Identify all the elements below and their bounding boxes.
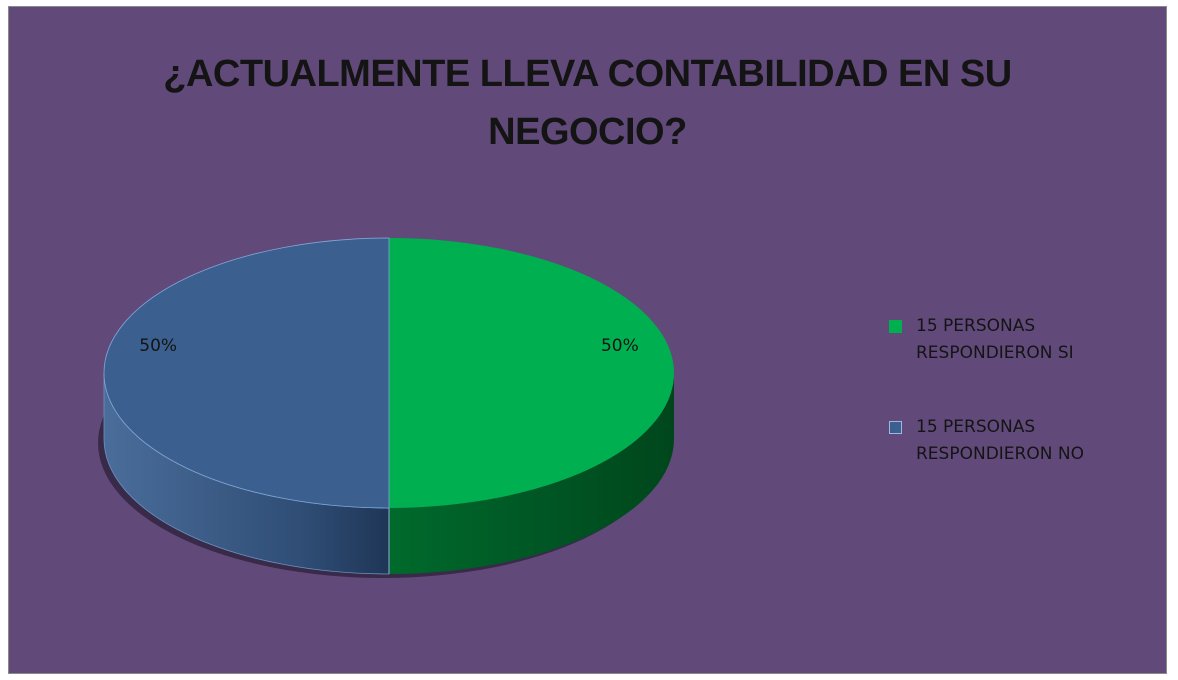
pie-chart: 50% 50% [98,237,674,578]
data-label-si: 50% [601,336,639,356]
legend-swatch-no [889,421,902,434]
data-label-no: 50% [139,336,177,356]
legend-entry-no: 15 PERSONAS RESPONDIERON NO [889,414,1084,468]
legend: 15 PERSONAS RESPONDIERON SI 15 PERSONAS … [889,313,1084,515]
legend-label-no-line-1: 15 PERSONAS [916,417,1036,437]
chart-title: ¿ACTUALMENTE LLEVA CONTABILIDAD EN SU NE… [9,45,1166,161]
pie-slice-no [103,237,390,509]
chart-title-line-2: NEGOCIO? [488,111,687,153]
legend-label-si-line-2: RESPONDIERON SI [916,343,1074,363]
legend-label-si: 15 PERSONAS RESPONDIERON SI [916,313,1084,367]
pie-labels: 50% 50% [139,336,638,356]
legend-label-no-line-2: RESPONDIERON NO [916,444,1084,464]
legend-label-no: 15 PERSONAS RESPONDIERON NO [916,414,1084,468]
legend-swatch-si [889,320,902,333]
chart-area: ¿ACTUALMENTE LLEVA CONTABILIDAD EN SU NE… [8,6,1167,674]
pie-tops [103,237,674,509]
legend-entry-si: 15 PERSONAS RESPONDIERON SI [889,313,1084,367]
chart-title-line-1: ¿ACTUALMENTE LLEVA CONTABILIDAD EN SU [163,53,1012,95]
pie-slice-si [389,238,674,508]
legend-label-si-line-1: 15 PERSONAS [916,316,1036,336]
pie-side-si [389,373,674,574]
